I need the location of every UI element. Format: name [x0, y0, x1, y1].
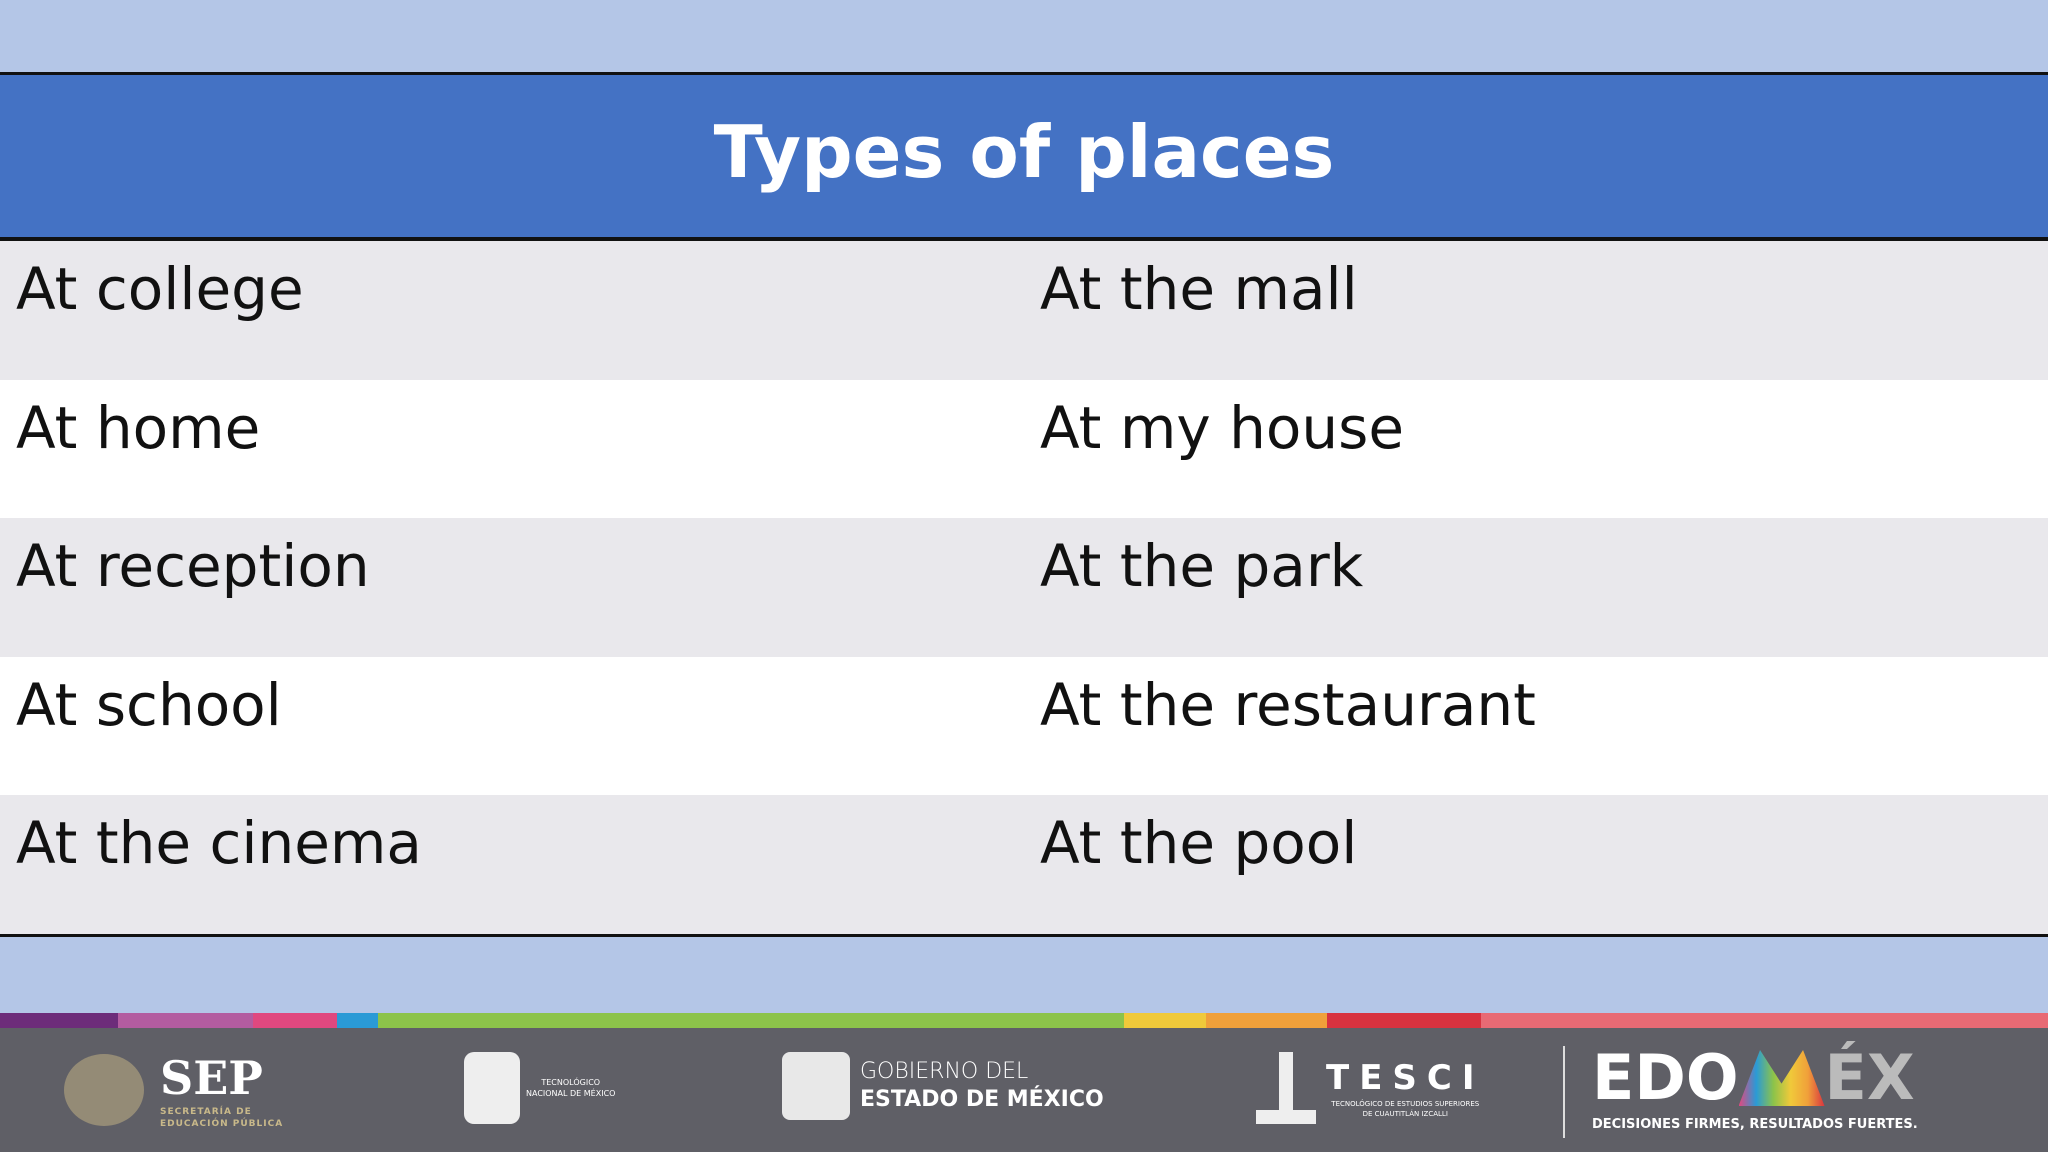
sep-sub: SECRETARÍA DE [160, 1107, 252, 1117]
table-cell: At the pool [1040, 809, 1358, 877]
table-cell: At school [16, 670, 282, 739]
table-cell: At the park [1040, 532, 1364, 600]
tesci-sub: DE CUAUTITLÁN IZCALLI [1362, 1110, 1448, 1118]
sep-logo: SEP SECRETARÍA DE EDUCACIÓN PÚBLICA [64, 1050, 283, 1130]
table-row: At home At my house [0, 379, 2048, 518]
tesci-emblem-icon [1256, 1052, 1316, 1124]
tecnm-logo: TECNOLÓGICO NACIONAL DE MÉXICO [464, 1052, 615, 1124]
table-body: At college At the mall At home At my house A… [0, 241, 2048, 934]
table-cell: At the restaurant [1040, 670, 1536, 739]
table-row: At the cinema At the pool [0, 795, 2048, 934]
state-shield-icon [782, 1052, 850, 1120]
divider [1563, 1046, 1565, 1138]
gobierno-logo: GOBIERNO DEL ESTADO DE MÉXICO [782, 1052, 1104, 1120]
table-cell: At my house [1040, 393, 1405, 462]
top-band [0, 0, 2048, 72]
edomex-m-icon [1738, 1050, 1825, 1106]
tesci-sub: TECNOLÓGICO DE ESTUDIOS SUPERIORES [1331, 1100, 1480, 1108]
stripe-segment [337, 1013, 378, 1028]
gear-icon [464, 1052, 520, 1124]
table-cell: At the cinema [16, 809, 422, 877]
edomex-name: ÉX [1824, 1041, 1915, 1114]
gobierno-line1: GOBIERNO DEL [860, 1059, 1029, 1084]
stripe-segment [378, 1013, 1124, 1028]
edomex-slogan: DECISIONES FIRMES, RESULTADOS FUERTES. [1592, 1117, 1918, 1132]
edomex-logo: EDO ÉX DECISIONES FIRMES, RESULTADOS FUE… [1592, 1040, 1918, 1134]
table-row: At school At the restaurant [0, 656, 2048, 795]
mexico-seal-icon [64, 1054, 144, 1126]
stripe-segment [1327, 1013, 1481, 1028]
table-title: Types of places [0, 75, 2048, 241]
table-row: At college At the mall [0, 241, 2048, 380]
tesci-logo: TESCI TECNOLÓGICO DE ESTUDIOS SUPERIORES… [1256, 1052, 1485, 1124]
table-cell: At college [16, 255, 304, 323]
gobierno-line2: ESTADO DE MÉXICO [860, 1087, 1104, 1112]
stripe-segment [1124, 1013, 1206, 1028]
sep-sub: EDUCACIÓN PÚBLICA [160, 1119, 284, 1129]
tecnm-text: TECNOLÓGICO [541, 1078, 601, 1087]
stripe-segment [0, 1013, 118, 1028]
stripe-segment [1481, 1013, 2048, 1028]
stripe-segment [118, 1013, 253, 1028]
places-table: Types of places At college At the mall At … [0, 72, 2048, 937]
footer: SEP SECRETARÍA DE EDUCACIÓN PÚBLICA TECN… [0, 1028, 2048, 1152]
tesci-name: TESCI [1326, 1058, 1485, 1098]
edomex-name: EDO [1592, 1041, 1739, 1114]
table-cell: At reception [16, 532, 370, 600]
color-stripe [0, 1013, 2048, 1028]
sep-name: SEP [160, 1051, 263, 1105]
table-cell: At the mall [1040, 255, 1358, 323]
table-row: At reception At the park [0, 518, 2048, 657]
table-cell: At home [16, 393, 261, 462]
stripe-segment [1206, 1013, 1327, 1028]
stripe-segment [253, 1013, 337, 1028]
tecnm-text: NACIONAL DE MÉXICO [526, 1089, 616, 1098]
